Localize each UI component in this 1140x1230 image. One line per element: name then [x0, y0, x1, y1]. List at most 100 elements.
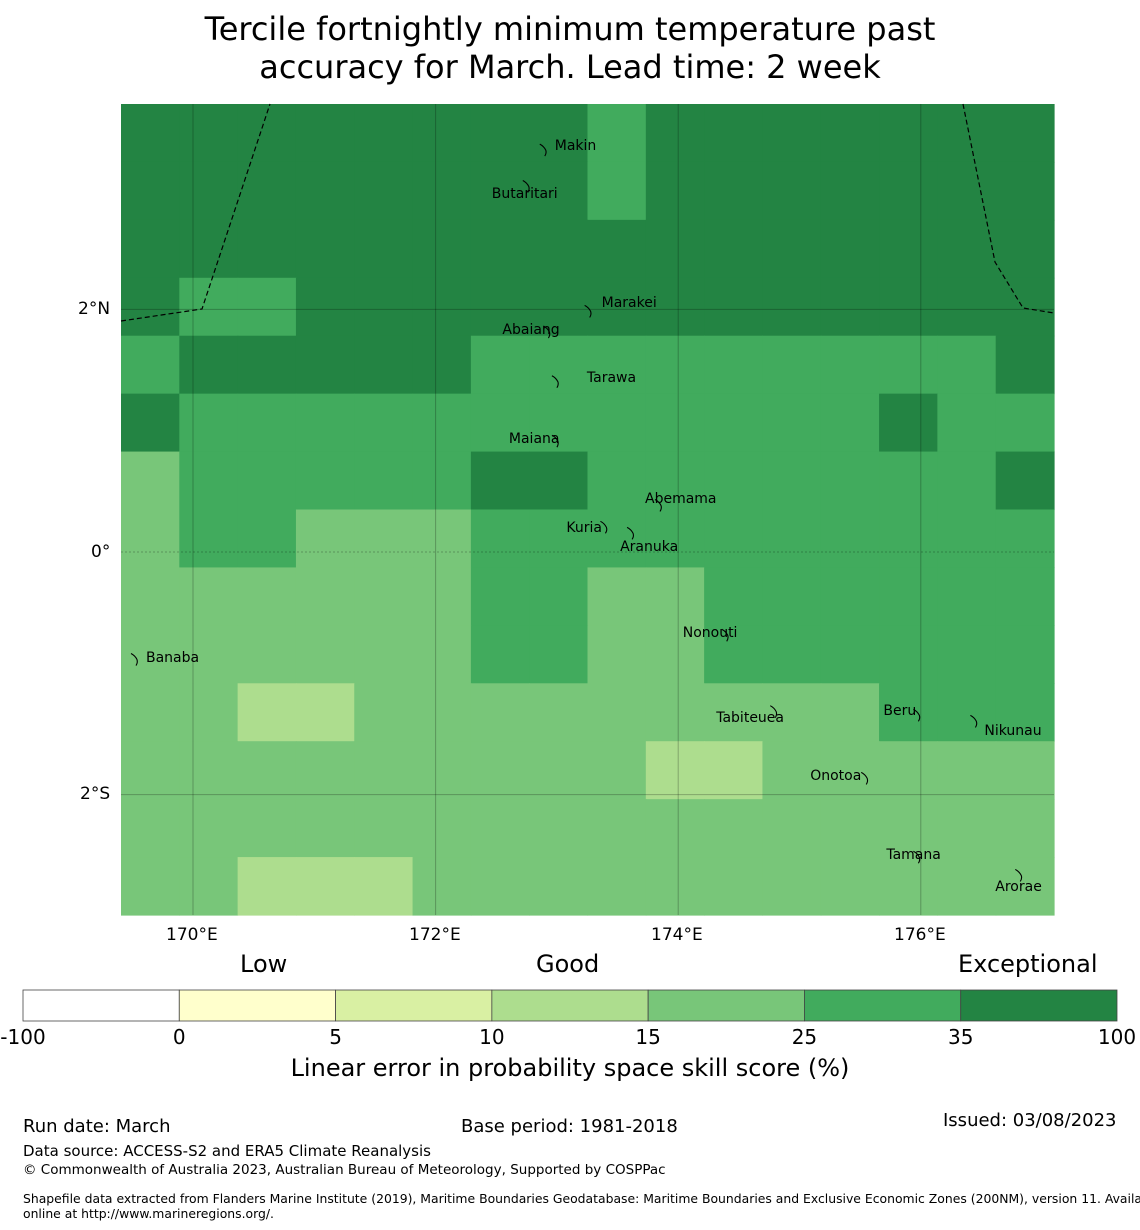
- grid-cell: [704, 161, 764, 221]
- grid-cell: [879, 161, 938, 221]
- grid-cell: [820, 509, 880, 569]
- grid-cell: [179, 857, 239, 916]
- grid-cell: [121, 741, 180, 800]
- grid-cell: [529, 219, 589, 279]
- grid-cell: [937, 799, 997, 858]
- grid-cell: [879, 625, 938, 684]
- grid-cell: [879, 277, 938, 337]
- grid-cell: [470, 161, 530, 221]
- grid-cell: [762, 741, 822, 800]
- eez-boundary-west: [120, 103, 271, 322]
- grid-cell: [121, 393, 180, 453]
- grid-cell: [820, 857, 880, 916]
- island-label: Nonouti: [682, 625, 738, 642]
- grid-cell: [645, 799, 705, 858]
- grid-cell: [237, 683, 297, 742]
- grid-cell: [762, 509, 822, 569]
- grid-cell: [121, 857, 180, 916]
- colorbar-tick: 35: [947, 1025, 974, 1049]
- shapefile-credit-line-1: Shapefile data extracted from Flanders M…: [23, 1191, 1140, 1206]
- grid-cell: [121, 509, 180, 569]
- lon-label-176: 176°E: [894, 925, 946, 945]
- island-outline: [913, 850, 921, 864]
- grid-cell: [529, 741, 589, 800]
- grid-cell: [179, 451, 239, 511]
- island-outline: [913, 708, 921, 722]
- grid-cell: [412, 625, 472, 684]
- grid-cell: [645, 335, 705, 395]
- grid-cell: [295, 741, 355, 800]
- title-line-2: accuracy for March. Lead time: 2 week: [259, 48, 881, 86]
- grid-cell: [412, 857, 472, 916]
- grid-cell: [237, 277, 297, 337]
- grid-cell: [179, 161, 239, 221]
- grid-cell: [470, 219, 530, 279]
- grid-cell: [820, 393, 880, 453]
- island-label: Banaba: [145, 649, 200, 666]
- grid-cell: [645, 567, 705, 626]
- grid-cell: [354, 799, 414, 858]
- grid-cell: [179, 625, 239, 684]
- grid-cell: [295, 509, 355, 569]
- grid-cell: [529, 509, 589, 569]
- grid-cell: [587, 335, 647, 395]
- grid-cell: [354, 219, 414, 279]
- grid-cell: [529, 799, 589, 858]
- colorbar-tick: 100: [1097, 1025, 1137, 1049]
- chart-title: Tercile fortnightly minimum temperature …: [0, 10, 1140, 86]
- grid-cell: [412, 219, 472, 279]
- grid-cell: [354, 625, 414, 684]
- grid-cell: [295, 857, 355, 916]
- grid-cell: [121, 451, 180, 511]
- grid-cell: [587, 104, 647, 163]
- grid-cell: [295, 683, 355, 742]
- island-outline: [1015, 868, 1023, 882]
- grid-cell: [237, 625, 297, 684]
- island-label: Onotoa: [810, 768, 862, 785]
- grid-cell: [645, 393, 705, 453]
- shapefile-credit-line-2: online at http://www.marineregions.org/.: [23, 1206, 274, 1221]
- grid-cell: [762, 104, 822, 163]
- grid-cell: [529, 277, 589, 337]
- grid-cell: [820, 161, 880, 221]
- grid-cell: [354, 277, 414, 337]
- copyright: © Commonwealth of Australia 2023, Austra…: [23, 1162, 666, 1178]
- grid-cell: [587, 277, 647, 337]
- island-outlines: [130, 143, 1023, 882]
- grid-cell: [995, 335, 1055, 395]
- colorbar-segment: [22, 989, 180, 1022]
- island-outline: [860, 771, 869, 785]
- grid-cell: [879, 857, 938, 916]
- grid-cell: [529, 857, 589, 916]
- grid-cell: [529, 451, 589, 511]
- island-label: Tamana: [886, 847, 941, 864]
- grid-cell: [587, 161, 647, 221]
- grid-cell: [820, 335, 880, 395]
- grid-cell: [237, 799, 297, 858]
- grid-cell: [704, 741, 764, 800]
- grid-cell: [587, 509, 647, 569]
- grid-cell: [295, 335, 355, 395]
- grid-cell: [295, 104, 355, 163]
- grid-cell: [879, 683, 938, 742]
- grid-cell: [295, 625, 355, 684]
- grid-cell: [995, 799, 1055, 858]
- grid-cell: [179, 567, 239, 626]
- grid-cell: [179, 335, 239, 395]
- grid-cell: [704, 857, 764, 916]
- grid-cell: [762, 451, 822, 511]
- grid-cell: [179, 509, 239, 569]
- grid-cell: [995, 393, 1055, 453]
- island-outline: [626, 526, 634, 540]
- data-source: Data source: ACCESS-S2 and ERA5 Climate …: [23, 1142, 431, 1160]
- grid-cell: [879, 509, 938, 569]
- grid-cell: [179, 277, 239, 337]
- grid-cell: [937, 857, 997, 916]
- colorbar-segment: [178, 989, 336, 1022]
- island-label: Tabiteuea: [716, 709, 784, 726]
- island-outline: [600, 520, 608, 534]
- grid-cell: [704, 451, 764, 511]
- grid-cell: [470, 857, 530, 916]
- grid-cell: [121, 567, 180, 626]
